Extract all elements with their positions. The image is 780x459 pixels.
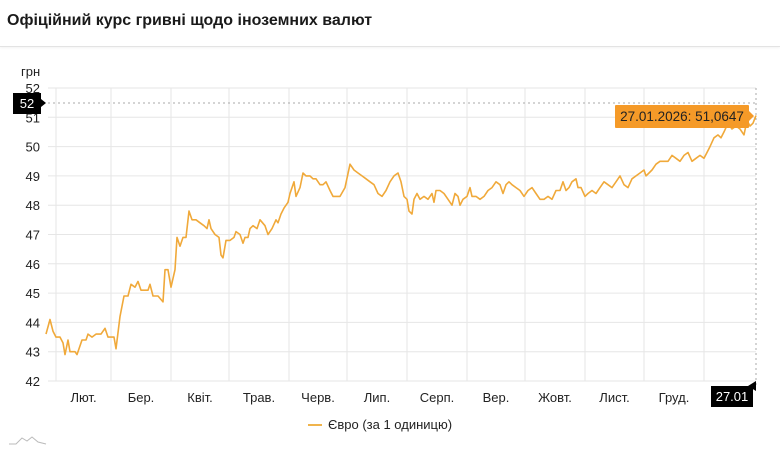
- svg-text:Черв.: Черв.: [301, 390, 335, 405]
- svg-text:52: 52: [26, 81, 40, 96]
- svg-text:50: 50: [26, 140, 40, 155]
- svg-text:46: 46: [26, 257, 40, 272]
- svg-text:45: 45: [26, 286, 40, 301]
- svg-text:44: 44: [26, 315, 40, 330]
- chart-grid: [48, 87, 756, 382]
- svg-text:Лип.: Лип.: [364, 390, 390, 405]
- svg-text:Серп.: Серп.: [420, 390, 455, 405]
- chart-logo-icon: [9, 436, 47, 445]
- legend-item-euro[interactable]: Євро (за 1 одиницю): [308, 417, 452, 432]
- tooltip: 27.01.2026: 51,0647: [615, 105, 754, 128]
- y-axis: 42 43 44 45 46 47 48 49 50 51 52: [26, 81, 40, 389]
- svg-text:49: 49: [26, 169, 40, 184]
- legend-label: Євро (за 1 одиницю): [328, 417, 453, 432]
- svg-text:Жовт.: Жовт.: [538, 390, 572, 405]
- header: Офіційний курс гривні щодо іноземних вал…: [0, 0, 780, 47]
- svg-text:Лют.: Лют.: [70, 390, 96, 405]
- svg-text:51: 51: [26, 110, 40, 125]
- legend-swatch: [308, 423, 322, 426]
- svg-text:Лист.: Лист.: [599, 390, 629, 405]
- page-title: Офіційний курс гривні щодо іноземних вал…: [7, 12, 373, 29]
- y-axis-unit: грн: [21, 64, 40, 79]
- crosshair-y-label: 52: [13, 93, 46, 114]
- svg-text:Трав.: Трав.: [243, 390, 275, 405]
- svg-text:27.01: 27.01: [716, 389, 749, 404]
- crosshair-x-label: 27.01: [711, 381, 756, 407]
- svg-text:Бер.: Бер.: [128, 390, 155, 405]
- svg-text:Квіт.: Квіт.: [187, 390, 213, 405]
- svg-text:Груд.: Груд.: [659, 390, 690, 405]
- svg-text:42: 42: [26, 374, 40, 389]
- svg-text:48: 48: [26, 198, 40, 213]
- svg-text:47: 47: [26, 228, 40, 243]
- svg-text:Вер.: Вер.: [483, 390, 510, 405]
- svg-text:43: 43: [26, 345, 40, 360]
- svg-text:27.01.2026: 51,0647: 27.01.2026: 51,0647: [620, 109, 744, 124]
- series-euro-line[interactable]: [45, 115, 757, 356]
- x-axis: Лют. Бер. Квіт. Трав. Черв. Лип. Серп. Вер. Жовт…: [70, 390, 689, 405]
- svg-text:52: 52: [20, 96, 34, 111]
